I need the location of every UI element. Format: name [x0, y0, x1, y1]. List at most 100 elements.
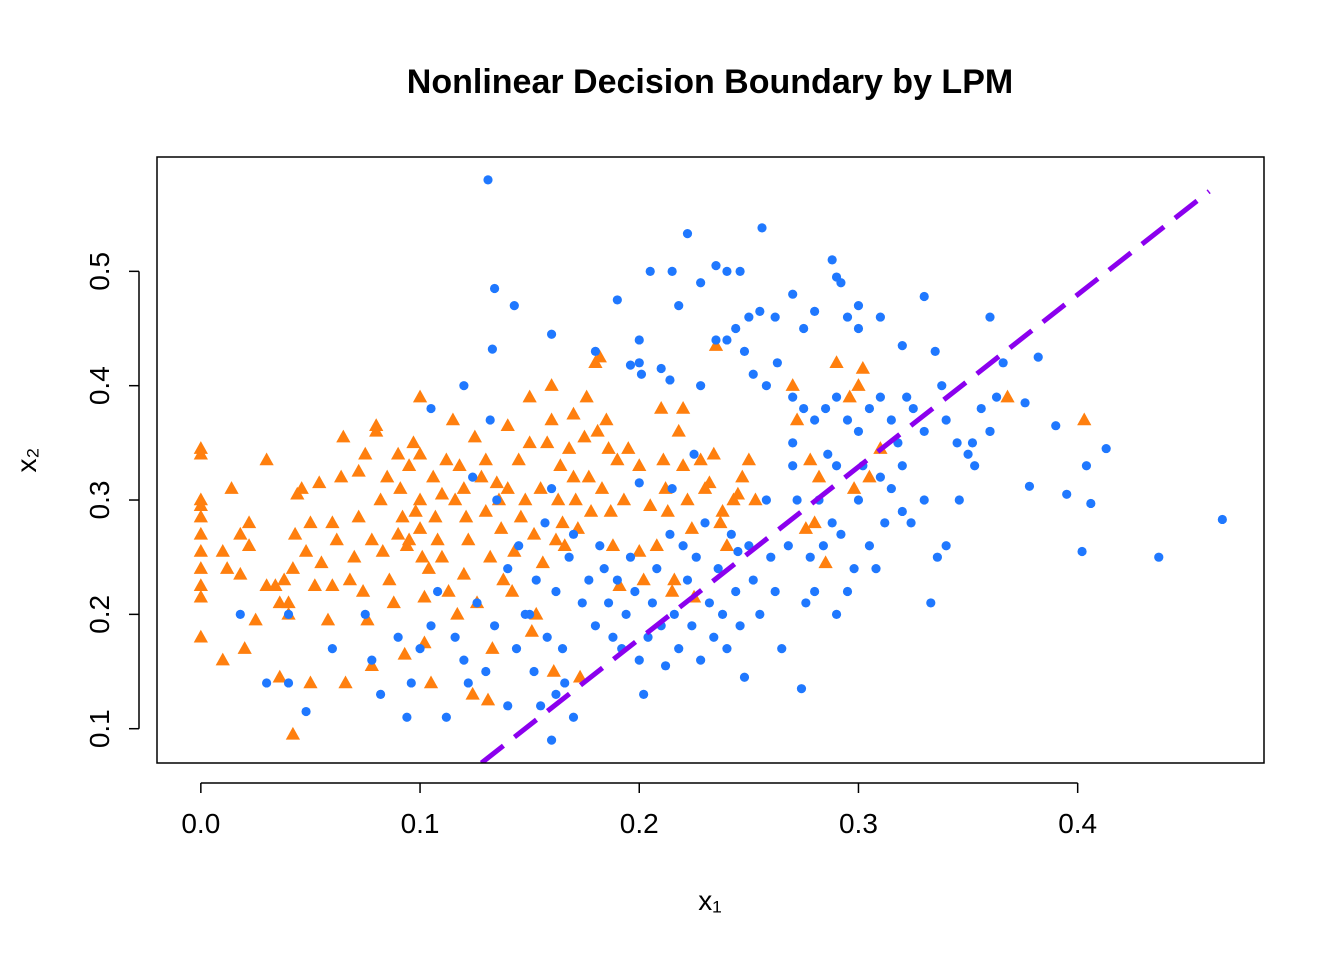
- triangle-point: [504, 583, 520, 597]
- y-tick-label: 0.3: [84, 481, 115, 520]
- triangle-point: [434, 549, 450, 563]
- triangle-point: [579, 389, 594, 403]
- triangle-point: [735, 469, 750, 483]
- circle-point: [735, 266, 745, 276]
- triangle-point: [544, 412, 559, 426]
- circle-point: [546, 735, 557, 745]
- circle-point: [551, 689, 561, 699]
- triangle-point: [441, 583, 456, 597]
- triangle-point: [215, 543, 230, 557]
- circle-point: [639, 689, 649, 699]
- circle-point: [590, 346, 601, 356]
- circle-point: [991, 392, 1002, 402]
- triangle-point: [654, 401, 669, 414]
- circle-point: [612, 295, 622, 305]
- circle-point: [976, 403, 986, 414]
- y-axis-label: x₂: [11, 448, 42, 473]
- triangle-point: [811, 469, 827, 483]
- triangle-point: [338, 675, 353, 689]
- circle-point: [682, 229, 693, 239]
- triangle-point: [577, 429, 592, 443]
- circle-point: [472, 598, 482, 608]
- circle-point: [755, 609, 765, 619]
- triangle-point: [544, 378, 559, 391]
- circle-point: [880, 518, 890, 528]
- triangle-point: [785, 378, 800, 391]
- circle-point: [647, 598, 658, 608]
- y-axis: 0.1 0.2 0.3 0.4 0.5: [84, 252, 140, 748]
- circle-point: [755, 306, 765, 316]
- circle-point: [937, 381, 947, 391]
- circle-point: [700, 518, 710, 528]
- triangle-point: [329, 532, 344, 546]
- triangle-point: [193, 561, 208, 574]
- triangle-point: [636, 572, 651, 586]
- triangle-point: [660, 503, 675, 517]
- triangle-point: [829, 355, 844, 369]
- circle-point: [886, 415, 896, 425]
- triangle-point: [500, 481, 515, 494]
- triangle-point: [393, 481, 408, 494]
- triangle-point: [818, 555, 833, 569]
- circle-point: [590, 621, 601, 631]
- triangle-point: [583, 503, 599, 517]
- circle-point: [441, 712, 451, 722]
- triangle-point: [351, 509, 366, 523]
- circle-point: [796, 684, 807, 694]
- triangle-point: [702, 475, 717, 489]
- triangle-point: [423, 675, 439, 689]
- y-tick-label: 0.2: [84, 595, 115, 634]
- circle-point: [908, 403, 918, 414]
- triangle-point: [557, 538, 572, 552]
- circle-point: [360, 609, 370, 619]
- circle-point: [564, 552, 574, 562]
- circle-point: [301, 706, 311, 717]
- circle-point: [283, 609, 294, 619]
- circle-point: [731, 323, 741, 334]
- circle-point: [886, 483, 896, 494]
- circle-point: [823, 449, 833, 459]
- triangle-point: [513, 509, 529, 523]
- circle-point: [783, 541, 793, 551]
- circle-point: [509, 301, 519, 311]
- circle-point: [853, 323, 864, 334]
- triangle-point: [447, 492, 463, 506]
- triangle-point: [233, 526, 248, 540]
- circle-point: [568, 529, 579, 539]
- circle-point: [941, 415, 951, 425]
- triangle-point: [312, 475, 327, 489]
- triangle-point: [193, 543, 208, 557]
- triangle-point: [706, 446, 721, 460]
- triangle-point: [373, 492, 388, 506]
- triangle-point: [461, 532, 476, 546]
- circle-point: [402, 712, 412, 722]
- triangle-point: [730, 486, 746, 500]
- circle-point: [696, 278, 706, 288]
- triangle-point: [535, 555, 550, 569]
- circle-point: [963, 449, 973, 459]
- circle-point: [831, 609, 842, 619]
- circle-point: [770, 312, 780, 322]
- circle-point: [836, 529, 846, 539]
- circle-point: [952, 438, 962, 448]
- triangle-point: [426, 469, 441, 483]
- circle-point: [1081, 461, 1092, 471]
- triangle-point: [434, 486, 450, 500]
- triangle-point: [369, 418, 384, 431]
- circle-point: [799, 323, 809, 334]
- triangle-point: [1000, 389, 1015, 403]
- circle-point: [1077, 546, 1087, 557]
- triangle-point: [496, 572, 511, 586]
- triangle-point: [281, 595, 296, 609]
- triangle-point: [500, 418, 515, 431]
- circle-point: [595, 541, 605, 551]
- circle-point: [674, 644, 684, 654]
- triangle-point: [474, 469, 489, 483]
- triangle-point: [680, 492, 695, 506]
- triangle-point: [421, 561, 436, 574]
- circle-point: [1217, 514, 1227, 525]
- circle-point: [665, 375, 675, 385]
- triangle-point: [415, 549, 430, 563]
- triangle-point: [193, 446, 208, 460]
- x-tick-label: 0.2: [620, 808, 659, 839]
